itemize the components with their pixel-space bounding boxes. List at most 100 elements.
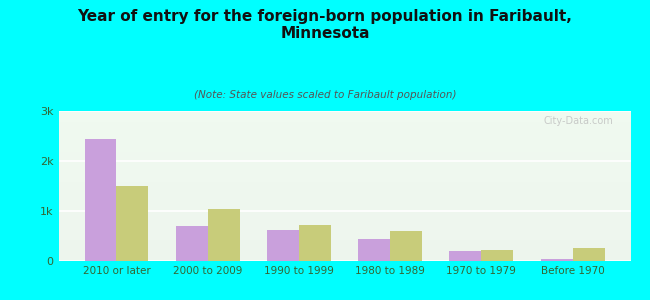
Bar <box>58 238 630 239</box>
Bar <box>58 211 630 212</box>
Bar <box>58 244 630 245</box>
Bar <box>58 143 630 144</box>
Bar <box>58 121 630 122</box>
Bar <box>58 140 630 141</box>
Bar <box>58 256 630 257</box>
Bar <box>58 226 630 227</box>
Bar <box>541 259 573 261</box>
Bar <box>58 132 630 133</box>
Bar <box>58 169 630 170</box>
Bar <box>58 176 630 177</box>
Bar <box>58 253 630 254</box>
Bar <box>84 139 116 261</box>
Bar <box>58 118 630 119</box>
Bar <box>58 232 630 233</box>
Bar <box>58 213 630 214</box>
Bar <box>482 250 514 261</box>
Bar <box>58 127 630 128</box>
Bar <box>58 155 630 156</box>
Bar <box>58 145 630 146</box>
Bar <box>58 172 630 173</box>
Bar <box>58 229 630 230</box>
Bar <box>58 138 630 139</box>
Bar <box>58 166 630 167</box>
Bar <box>58 190 630 191</box>
Bar <box>58 139 630 140</box>
Bar <box>58 194 630 195</box>
Bar <box>58 151 630 152</box>
Bar <box>58 237 630 238</box>
Bar <box>58 128 630 129</box>
Bar <box>58 224 630 225</box>
Bar <box>58 160 630 161</box>
Bar <box>58 159 630 160</box>
Bar <box>58 241 630 242</box>
Bar <box>58 206 630 207</box>
Bar <box>267 230 299 261</box>
Text: City-Data.com: City-Data.com <box>543 116 614 125</box>
Bar <box>58 223 630 224</box>
Bar <box>58 243 630 244</box>
Bar <box>58 124 630 125</box>
Bar <box>58 212 630 213</box>
Bar <box>58 182 630 183</box>
Bar <box>58 113 630 114</box>
Bar <box>58 146 630 147</box>
Bar <box>58 188 630 189</box>
Bar <box>58 238 630 239</box>
Bar <box>58 133 630 134</box>
Bar <box>58 219 630 220</box>
Bar <box>58 152 630 153</box>
Bar <box>58 218 630 219</box>
Bar <box>58 240 630 241</box>
Bar <box>58 164 630 165</box>
Bar <box>58 204 630 205</box>
Text: Year of entry for the foreign-born population in Faribault,
Minnesota: Year of entry for the foreign-born popul… <box>77 9 573 41</box>
Bar <box>58 111 630 112</box>
Bar <box>58 197 630 198</box>
Bar <box>58 242 630 243</box>
Bar <box>58 260 630 261</box>
Bar <box>58 126 630 127</box>
Bar <box>58 205 630 206</box>
Bar <box>58 221 630 222</box>
Bar <box>176 226 207 261</box>
Bar <box>58 171 630 172</box>
Bar <box>58 153 630 154</box>
Bar <box>58 201 630 202</box>
Bar <box>58 154 630 155</box>
Bar <box>58 257 630 258</box>
Bar <box>58 255 630 256</box>
Bar <box>58 233 630 234</box>
Bar <box>58 246 630 247</box>
Bar <box>358 238 390 261</box>
Bar <box>58 230 630 231</box>
Bar <box>58 142 630 143</box>
Bar <box>58 168 630 169</box>
Bar <box>58 249 630 250</box>
Bar <box>58 123 630 124</box>
Bar <box>58 137 630 138</box>
Bar <box>58 157 630 158</box>
Bar <box>58 186 630 187</box>
Bar <box>58 250 630 251</box>
Bar <box>58 184 630 185</box>
Bar <box>58 161 630 162</box>
Bar <box>58 141 630 142</box>
Bar <box>58 222 630 223</box>
Bar <box>58 169 630 170</box>
Bar <box>58 158 630 159</box>
Bar <box>58 183 630 184</box>
Bar <box>449 251 482 261</box>
Bar <box>58 191 630 192</box>
Bar <box>58 196 630 197</box>
Bar <box>58 217 630 218</box>
Bar <box>58 258 630 259</box>
Bar <box>58 195 630 196</box>
Bar <box>58 209 630 210</box>
Bar <box>58 147 630 148</box>
Bar <box>299 224 331 261</box>
Bar <box>58 177 630 178</box>
Bar <box>58 216 630 217</box>
Bar <box>58 200 630 201</box>
